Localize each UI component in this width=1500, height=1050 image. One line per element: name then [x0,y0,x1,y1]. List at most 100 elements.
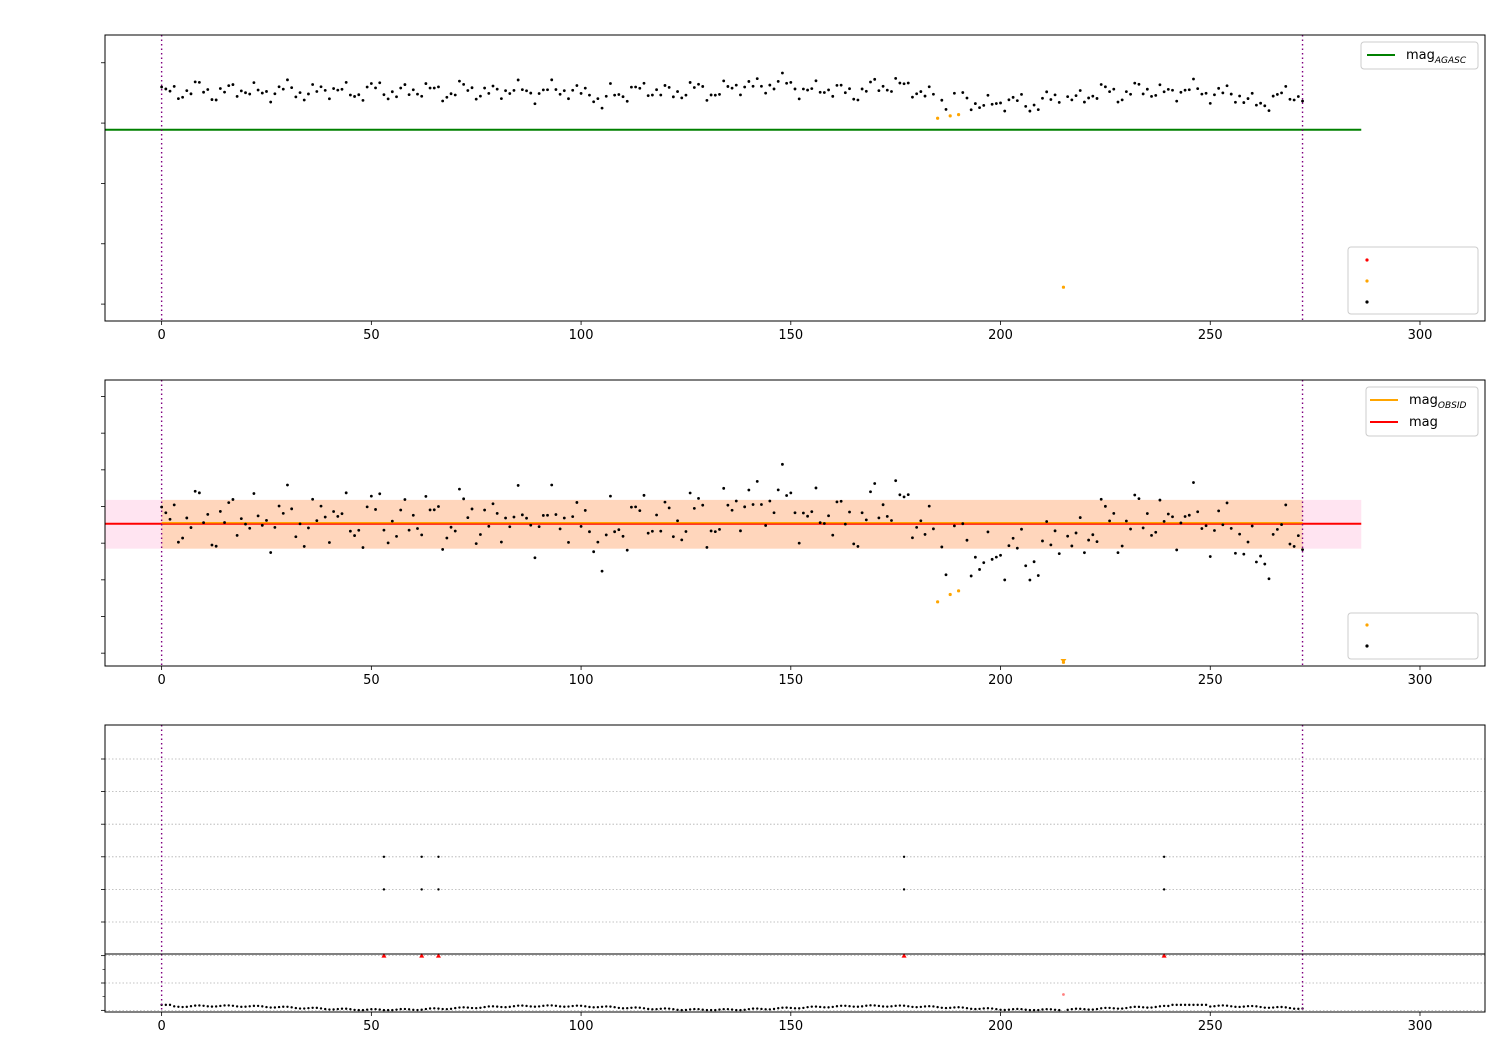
mag-est-ok-point [718,527,721,531]
agasc-ok-point [1032,103,1036,107]
mag-est-ok-point [302,545,306,548]
mag-est-ok-point [625,548,629,552]
dr-point [592,1006,595,1009]
mag-est-ok-point [403,498,407,501]
agasc-ok-point [1095,97,1099,100]
agasc-ok-point [395,95,398,99]
agasc-ok-point [1049,98,1053,101]
dr-point [818,1005,822,1009]
dr-point [227,1004,230,1007]
dr-point [277,1005,281,1009]
dr-xtick-label: 200 [988,1019,1013,1034]
dr-point [416,1008,419,1012]
dr-point [1255,1005,1258,1008]
dr-point [902,1004,906,1007]
mag-est-ok-point [562,516,566,520]
dr-point [357,1008,360,1012]
dr-point [730,1008,734,1011]
dr-point [814,1005,818,1008]
mag-est-ok-point [470,507,474,511]
mag-est-ok-point [1070,544,1074,548]
agasc-ok-point [1057,100,1061,104]
agasc-ok-point [1015,99,1019,103]
agasc-ok-point [1187,88,1191,92]
mag-est-ok-point [550,483,554,487]
dr-point [361,1008,365,1012]
dr-point [1204,1003,1208,1007]
mag-est-ok-point [839,499,843,503]
agasc-ok-point [1288,97,1292,101]
agasc-ok-point [726,85,730,88]
dr-point [1221,1004,1225,1007]
agasc-frame [104,34,1486,322]
agasc-ok-point [210,98,214,101]
dr-point [189,1005,193,1008]
dr-point [646,1007,650,1011]
mag-est-ok-point [315,519,319,523]
dr-point [1263,1006,1266,1009]
mag-est-ok-point [713,530,717,534]
dr-point [676,1008,679,1012]
mag-est-ok-point [734,499,738,503]
dr-point [525,1004,528,1008]
mag-est-ok-point [1196,510,1200,514]
agasc-ok-point [638,86,642,90]
dr-point [1196,1003,1199,1007]
dr-point [1041,1008,1044,1011]
mag-est-ok-point [860,511,864,515]
agasc-ok-point [508,92,512,95]
agasc-ok-point [378,81,382,85]
dr-point [1066,1008,1069,1012]
mag-est-ok-point [1158,498,1162,502]
mag-est-ok-point [294,535,298,539]
mag-est-ok-point [449,525,453,529]
dr-point [969,1007,973,1011]
agasc-ok-point [1150,94,1153,98]
mag-est-ok-point [617,528,621,532]
dr-point [344,1007,348,1010]
mag-est-ok-point [1296,534,1300,538]
agasc-ok-point [562,89,566,93]
dr-point [1188,1003,1191,1007]
mag-est-ok-point [193,489,197,493]
dr-point [1242,1005,1246,1008]
agasc-ok-point [252,81,256,85]
dr-point [688,1008,692,1011]
agasc-ok-point [311,83,315,86]
mag-est-ok-point [609,494,612,498]
dr-point [370,1008,373,1011]
mag-est-ok-point [1045,520,1049,523]
dr-xtick-label: 0 [157,1019,165,1034]
dr-point [1209,1005,1212,1008]
mag-est-ok-point [961,522,965,526]
agasc-ok-point [890,90,893,93]
agasc-ok-point [474,97,478,101]
mag-est-ok-point [277,504,281,508]
agasc-ok-point [520,88,524,92]
dr-point [928,1005,931,1008]
agasc-ok-point [1179,90,1183,94]
agasc-ok-point [1166,87,1170,91]
mag-est-ok-point [848,510,851,514]
dr-point [256,1004,260,1008]
agasc-ok-point [1074,94,1078,97]
dr-point [1100,1007,1103,1010]
mag-est-ok-point [764,524,768,527]
mag-est-ok-point [428,508,432,512]
agasc-ok-point [290,86,294,90]
dr-point [449,1007,453,1011]
mag-est-ok-point [1133,493,1137,497]
dr-point [1112,1007,1115,1010]
agasc-ok-point [340,87,344,91]
agasc-ok-point [416,92,419,96]
mag-est-ok-point [172,503,176,507]
agasc-ok-point [1284,84,1288,88]
mag-est-ok-point [1229,526,1233,530]
agasc-ok-point [260,91,264,95]
agasc-ok-point [793,87,797,91]
dr-point [374,1007,377,1011]
mag-est-ok-point [1292,545,1296,548]
agasc-ok-point [1280,91,1283,95]
mag-est-ok-point [856,545,860,548]
mag-est-ok-point [1024,564,1028,568]
